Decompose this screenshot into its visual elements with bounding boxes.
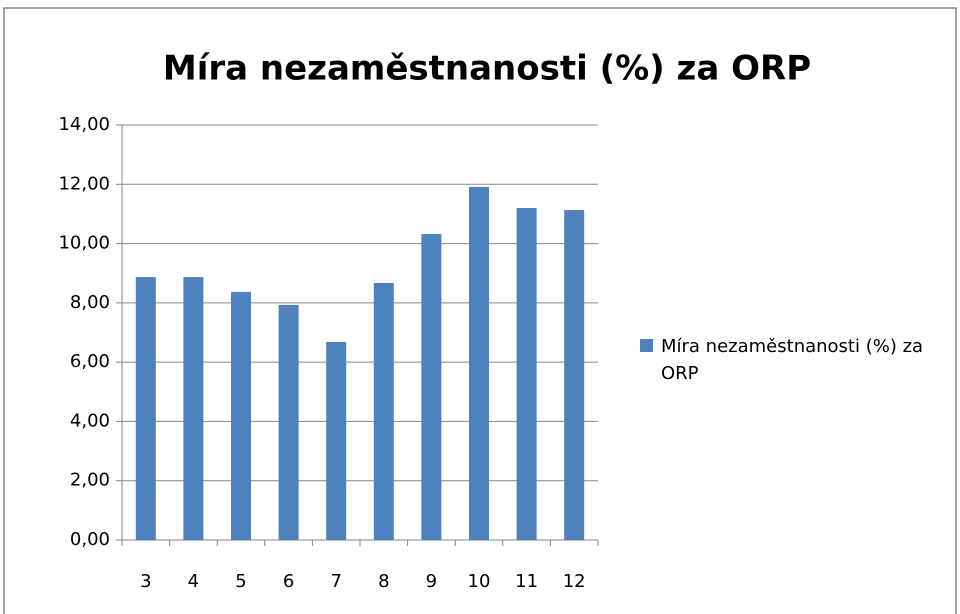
legend: Míra nezaměstnanosti (%) za ORP — [640, 333, 960, 387]
x-tick-label: 12 — [563, 571, 586, 592]
x-tick-label: 9 — [426, 571, 437, 592]
x-tick-label: 5 — [235, 571, 246, 592]
x-tick-label: 6 — [283, 571, 294, 592]
y-tick-label: 8,00 — [70, 292, 110, 313]
bar — [135, 277, 156, 540]
y-tick-label: 0,00 — [70, 529, 110, 550]
bar — [183, 277, 204, 540]
x-tick-label: 11 — [515, 571, 538, 592]
bar — [278, 304, 299, 540]
x-tick-label: 4 — [188, 571, 199, 592]
y-tick-label: 12,00 — [58, 173, 110, 194]
bar — [564, 210, 585, 540]
bar — [469, 186, 489, 541]
x-tick-label: 3 — [140, 571, 151, 592]
x-tick-label: 7 — [330, 571, 341, 592]
y-tick-label: 2,00 — [70, 470, 110, 491]
bar — [516, 208, 537, 540]
legend-swatch — [640, 339, 653, 352]
y-tick-label: 14,00 — [58, 114, 110, 135]
y-tick-label: 4,00 — [70, 410, 110, 431]
x-tick-label: 10 — [468, 571, 491, 592]
x-tick-label: 8 — [378, 571, 389, 592]
bar — [326, 341, 347, 540]
y-tick-label: 10,00 — [58, 233, 110, 254]
bar — [373, 282, 394, 540]
y-tick-label: 6,00 — [70, 351, 110, 372]
chart-title: Míra nezaměstnanosti (%) za ORP — [163, 49, 811, 89]
bar — [421, 234, 442, 541]
legend-label: Míra nezaměstnanosti (%) za ORP — [661, 336, 924, 384]
bar — [231, 291, 251, 540]
